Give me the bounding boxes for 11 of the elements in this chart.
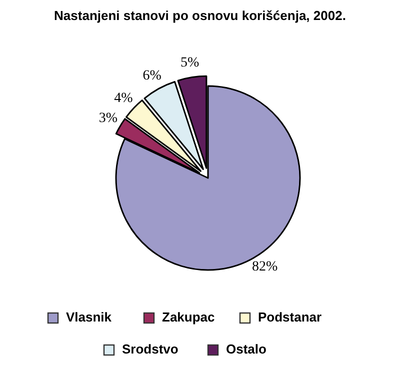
legend-label: Vlasnik: [66, 309, 112, 324]
legend-label: Podstanar: [258, 309, 322, 324]
data-label: 4%: [114, 90, 134, 106]
data-label: 6%: [142, 68, 162, 84]
data-label: 3%: [98, 111, 118, 126]
data-label: 5%: [180, 56, 200, 71]
legend-label: Zakupac: [162, 309, 215, 324]
legend-label: Srodstvo: [122, 341, 178, 356]
chart-title: Nastanjeni stanovi po osnovu korišćenja, 2002.: [54, 8, 346, 23]
data-label: 82%: [252, 260, 278, 275]
legend-label: Ostalo: [226, 341, 267, 356]
